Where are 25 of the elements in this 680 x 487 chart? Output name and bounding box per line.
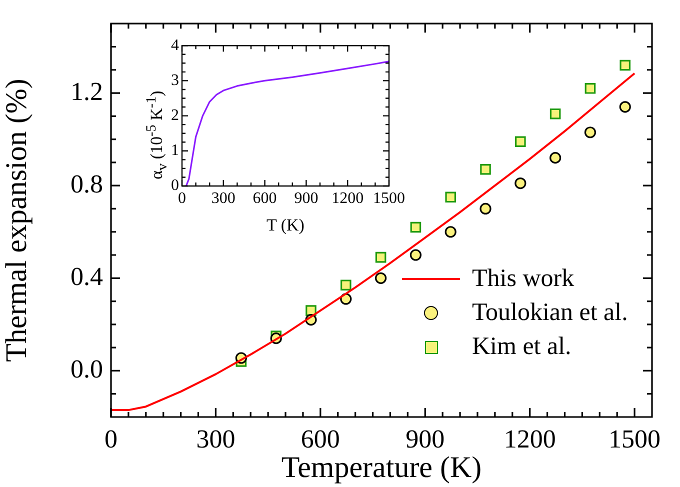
x-tick-label: 1500 (373, 190, 405, 207)
x-tick-label: 900 (406, 424, 445, 454)
x-tick-label: 1200 (504, 424, 556, 454)
legend-label: Toulokian et al. (472, 299, 628, 327)
y-tick-label: 1 (171, 142, 179, 160)
legend-label: Kim et al. (472, 333, 572, 361)
legend-label: This work (472, 265, 574, 293)
y-tick-label: 2 (171, 107, 179, 124)
y-tick-label: 0.8 (70, 169, 103, 198)
x-axis-title: T (K) (266, 215, 304, 234)
y-tick-label: 0.0 (70, 354, 103, 384)
y-tick-label: 3 (171, 72, 179, 89)
x-tick-label: 1200 (332, 190, 364, 207)
x-tick-label: 900 (294, 190, 318, 207)
x-tick-label: 600 (300, 424, 340, 454)
y-tick-label: 1.2 (70, 76, 103, 106)
y-tick-label: 0.4 (70, 262, 103, 291)
y-axis-title: Thermal expansion (%) (0, 78, 33, 362)
x-tick-label: 300 (196, 424, 236, 454)
x-axis-title: Temperature (K) (281, 450, 482, 484)
x-tick-label: 300 (211, 190, 236, 207)
y-tick-label: 0 (171, 177, 179, 194)
x-tick-label: 600 (252, 190, 277, 207)
y-tick-label: 4 (171, 36, 179, 54)
x-tick-label: 1500 (608, 424, 661, 454)
